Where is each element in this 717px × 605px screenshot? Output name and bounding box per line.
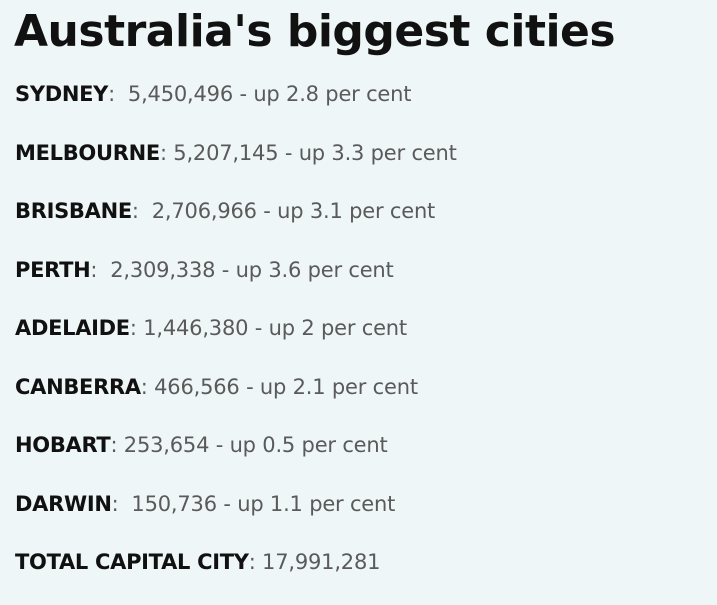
city-name: TOTAL CAPITAL CITY xyxy=(15,550,249,574)
city-detail: : 253,654 - up 0.5 per cent xyxy=(110,433,388,457)
title: Australia's biggest cities xyxy=(14,6,616,57)
city-row: TOTAL CAPITAL CITY: 17,991,281 xyxy=(15,546,457,605)
city-name: DARWIN xyxy=(15,491,112,516)
city-row: DARWIN: 150,736 - up 1.1 per cent xyxy=(15,488,457,547)
city-name: SYDNEY xyxy=(15,82,109,106)
city-row: HOBART: 253,654 - up 0.5 per cent xyxy=(15,429,457,488)
city-detail: : 17,991,281 xyxy=(248,550,381,574)
city-name: BRISBANE xyxy=(15,199,132,223)
city-detail: : 2,706,966 - up 3.1 per cent xyxy=(131,199,436,223)
city-detail: : 5,450,496 - up 2.8 per cent xyxy=(108,82,412,106)
city-detail: : 2,309,338 - up 3.6 per cent xyxy=(90,257,394,282)
city-list: SYDNEY: 5,450,496 - up 2.8 per cent MELBO… xyxy=(15,78,457,605)
city-detail: : 150,736 - up 1.1 per cent xyxy=(111,491,396,516)
city-name: HOBART xyxy=(15,433,111,457)
city-row: PERTH: 2,309,338 - up 3.6 per cent xyxy=(15,254,457,313)
city-row: MELBOURNE: 5,207,145 - up 3.3 per cent xyxy=(15,137,457,196)
city-row: CANBERRA: 466,566 - up 2.1 per cent xyxy=(15,371,457,430)
city-detail: : 1,446,380 - up 2 per cent xyxy=(129,316,407,340)
city-detail: : 5,207,145 - up 3.3 per cent xyxy=(159,140,457,165)
city-row: BRISBANE: 2,706,966 - up 3.1 per cent xyxy=(15,195,457,254)
city-name: CANBERRA xyxy=(15,374,141,399)
city-name: PERTH xyxy=(15,257,91,282)
city-name: ADELAIDE xyxy=(15,316,130,340)
city-name: MELBOURNE xyxy=(15,140,160,165)
city-row: ADELAIDE: 1,446,380 - up 2 per cent xyxy=(15,312,457,371)
city-row: SYDNEY: 5,450,496 - up 2.8 per cent xyxy=(15,78,457,137)
city-detail: : 466,566 - up 2.1 per cent xyxy=(140,374,418,399)
